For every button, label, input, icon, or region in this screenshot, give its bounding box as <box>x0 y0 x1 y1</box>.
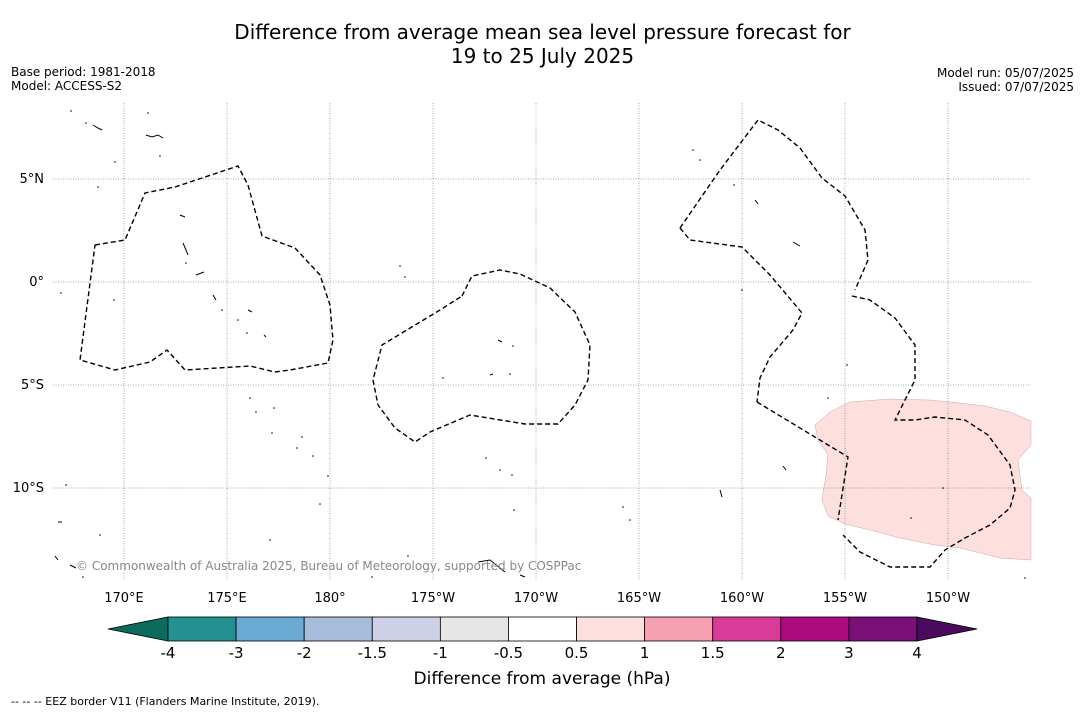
eez-french-polynesia <box>842 295 1016 568</box>
lon-label: 155°W <box>823 591 867 606</box>
colorbar-segment <box>303 616 373 642</box>
lat-gridlines <box>53 178 1031 489</box>
meta-right: Model run: 05/07/2025 Issued: 07/07/2025 <box>937 66 1074 94</box>
colorbar-segment <box>439 616 509 642</box>
lon-label: 175°W <box>411 591 455 606</box>
colorbar-extend-low <box>107 616 169 642</box>
lon-label: 150°W <box>926 591 970 606</box>
longitude-labels: 170°E 175°E 180° 175°W 170°W 165°W 160°W… <box>104 591 970 606</box>
model-name: Model: ACCESS-S2 <box>11 79 123 93</box>
colorbar: -4 -3 -2 -1.5 -1 -0.5 0.5 1 1.5 2 3 4 Difference fr… <box>107 616 978 689</box>
colorbar-segment <box>644 616 714 642</box>
eez-line-islands <box>679 119 869 291</box>
colorbar-segment <box>371 616 441 642</box>
lon-label: 160°W <box>720 591 764 606</box>
eez-line-islands-west <box>679 227 803 403</box>
copyright-notice: © Commonwealth of Australia 2025, Bureau… <box>76 559 581 573</box>
colorbar-tick-label: 2 <box>776 644 786 662</box>
lon-label: 180° <box>314 591 345 606</box>
colorbar-tick-label: 1.5 <box>701 644 725 662</box>
islands <box>54 124 801 578</box>
colorbar-tick-label: -4 <box>161 644 176 662</box>
colorbar-tick-label: 3 <box>844 644 854 662</box>
issued-date: Issued: 07/07/2025 <box>958 80 1074 94</box>
colorbar-extend-high <box>916 616 978 642</box>
model-run: Model run: 05/07/2025 <box>936 66 1074 80</box>
lat-label: 5°N <box>20 172 45 187</box>
lon-label: 170°E <box>104 591 144 606</box>
colorbar-segments <box>167 616 918 642</box>
latitude-labels: 5°N 0° 5°S 10°S <box>13 172 44 496</box>
colorbar-tick-label: 0.5 <box>565 644 589 662</box>
eez-tuvalu-tokelau <box>79 165 334 373</box>
eez-footnote: -- -- -- EEZ border V11 (Flanders Marine… <box>11 695 320 708</box>
colorbar-segment <box>508 616 577 642</box>
eez-phoenix <box>372 269 591 443</box>
island-dots <box>60 110 1026 579</box>
title-line-1: Difference from average mean sea level p… <box>234 20 851 44</box>
lon-gridlines <box>123 103 949 580</box>
colorbar-tick-label: -2 <box>297 644 312 662</box>
lon-label: 170°W <box>514 591 558 606</box>
colorbar-segment <box>576 616 646 642</box>
colorbar-segment <box>235 616 305 642</box>
colorbar-tick-label: 4 <box>912 644 922 662</box>
meta-left: Base period: 1981-2018 Model: ACCESS-S2 <box>11 65 156 93</box>
colorbar-segment <box>712 616 782 642</box>
title-line-2: 19 to 25 July 2025 <box>450 44 635 68</box>
lon-label: 175°E <box>207 591 247 606</box>
colorbar-segment <box>848 616 918 642</box>
eez-borders <box>79 119 1016 568</box>
colorbar-tick-label: -3 <box>229 644 244 662</box>
colorbar-title: Difference from average (hPa) <box>414 669 671 689</box>
map-title: Difference from average mean sea level p… <box>0 20 1085 68</box>
base-period: Base period: 1981-2018 <box>11 65 156 79</box>
lat-label: 10°S <box>13 481 44 496</box>
colorbar-tick-label: -1 <box>433 644 448 662</box>
lat-label: 5°S <box>21 378 44 393</box>
colorbar-tick-label: -0.5 <box>494 644 523 662</box>
eez-cook-north <box>756 401 849 521</box>
lat-label: 0° <box>29 275 44 290</box>
colorbar-tick-label: -1.5 <box>358 644 387 662</box>
colorbar-segment <box>780 616 850 642</box>
lon-label: 165°W <box>617 591 661 606</box>
colorbar-segment <box>167 616 237 642</box>
colorbar-ticks: -4 -3 -2 -1.5 -1 -0.5 0.5 1 1.5 2 3 4 <box>161 644 922 662</box>
colorbar-tick-label: 1 <box>640 644 650 662</box>
pressure-anomaly-region <box>814 398 1032 561</box>
